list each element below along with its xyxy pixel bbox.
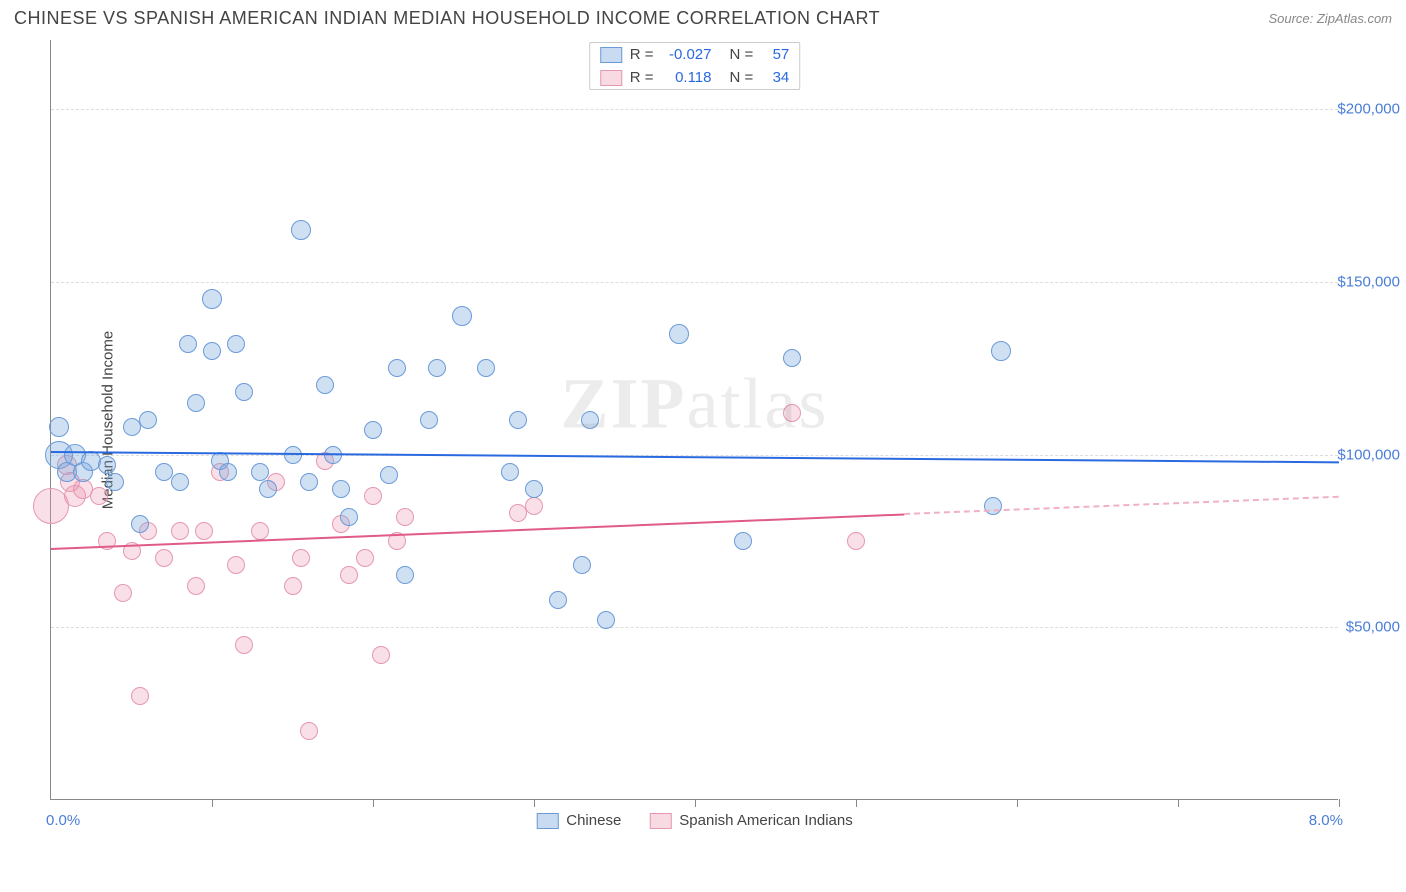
data-point <box>734 532 752 550</box>
x-tick <box>1339 799 1340 807</box>
data-point <box>669 324 689 344</box>
data-point <box>501 463 519 481</box>
gridline <box>51 627 1338 628</box>
data-point <box>452 306 472 326</box>
data-point <box>90 487 108 505</box>
data-point <box>251 522 269 540</box>
data-point <box>235 383 253 401</box>
data-point <box>106 473 124 491</box>
legend-row-series2: R = 0.118 N = 34 <box>590 66 800 89</box>
data-point <box>388 359 406 377</box>
data-point <box>783 349 801 367</box>
gridline <box>51 282 1338 283</box>
x-tick <box>373 799 374 807</box>
data-point <box>340 566 358 584</box>
swatch-icon <box>649 813 671 829</box>
x-tick <box>856 799 857 807</box>
data-point <box>396 508 414 526</box>
data-point <box>219 463 237 481</box>
data-point <box>227 335 245 353</box>
swatch-icon <box>600 70 622 86</box>
data-point <box>396 566 414 584</box>
y-tick-label: $200,000 <box>1337 101 1400 118</box>
data-point <box>139 411 157 429</box>
data-point <box>131 515 149 533</box>
data-point <box>380 466 398 484</box>
data-point <box>291 220 311 240</box>
swatch-icon <box>600 47 622 63</box>
data-point <box>477 359 495 377</box>
data-point <box>203 342 221 360</box>
trend-line <box>904 496 1339 515</box>
data-point <box>292 549 310 567</box>
x-tick <box>534 799 535 807</box>
data-point <box>340 508 358 526</box>
data-point <box>428 359 446 377</box>
data-point <box>155 549 173 567</box>
data-point <box>316 376 334 394</box>
data-point <box>155 463 173 481</box>
x-axis-max-label: 8.0% <box>1309 812 1343 829</box>
data-point <box>549 591 567 609</box>
data-point <box>187 394 205 412</box>
x-tick <box>1178 799 1179 807</box>
data-point <box>171 522 189 540</box>
data-point <box>509 411 527 429</box>
data-point <box>227 556 245 574</box>
trend-line <box>51 451 1339 463</box>
r-value-series1: -0.027 <box>662 46 712 63</box>
gridline <box>51 109 1338 110</box>
x-axis-min-label: 0.0% <box>46 812 80 829</box>
legend-item-series1: Chinese <box>536 812 621 829</box>
y-tick-label: $150,000 <box>1337 273 1400 290</box>
x-tick <box>1017 799 1018 807</box>
data-point <box>114 584 132 602</box>
data-point <box>783 404 801 422</box>
data-point <box>364 421 382 439</box>
data-point <box>284 577 302 595</box>
y-tick-label: $50,000 <box>1346 619 1400 636</box>
chart-title: CHINESE VS SPANISH AMERICAN INDIAN MEDIA… <box>14 8 880 29</box>
data-point <box>525 497 543 515</box>
data-point <box>597 611 615 629</box>
data-point <box>259 480 277 498</box>
data-point <box>300 722 318 740</box>
data-point <box>171 473 189 491</box>
data-point <box>235 636 253 654</box>
data-point <box>179 335 197 353</box>
data-point <box>251 463 269 481</box>
data-point <box>420 411 438 429</box>
data-point <box>847 532 865 550</box>
data-point <box>984 497 1002 515</box>
swatch-icon <box>536 813 558 829</box>
data-point <box>581 411 599 429</box>
data-point <box>195 522 213 540</box>
n-value-series1: 57 <box>761 46 789 63</box>
x-tick <box>212 799 213 807</box>
x-tick <box>695 799 696 807</box>
data-point <box>98 456 116 474</box>
data-point <box>202 289 222 309</box>
legend-row-series1: R = -0.027 N = 57 <box>590 43 800 66</box>
series-legend: Chinese Spanish American Indians <box>536 812 852 829</box>
data-point <box>525 480 543 498</box>
source-attribution: Source: ZipAtlas.com <box>1268 11 1392 26</box>
correlation-legend: R = -0.027 N = 57 R = 0.118 N = 34 <box>589 42 801 90</box>
data-point <box>573 556 591 574</box>
data-point <box>300 473 318 491</box>
data-point <box>332 480 350 498</box>
data-point <box>187 577 205 595</box>
data-point <box>356 549 374 567</box>
chart-header: CHINESE VS SPANISH AMERICAN INDIAN MEDIA… <box>0 0 1406 29</box>
n-value-series2: 34 <box>761 69 789 86</box>
data-point <box>364 487 382 505</box>
data-point <box>131 687 149 705</box>
legend-item-series2: Spanish American Indians <box>649 812 852 829</box>
data-point <box>49 417 69 437</box>
data-point <box>372 646 390 664</box>
scatter-chart: Median Household Income ZIPatlas R = -0.… <box>50 40 1338 800</box>
r-value-series2: 0.118 <box>662 69 712 86</box>
y-tick-label: $100,000 <box>1337 446 1400 463</box>
data-point <box>991 341 1011 361</box>
